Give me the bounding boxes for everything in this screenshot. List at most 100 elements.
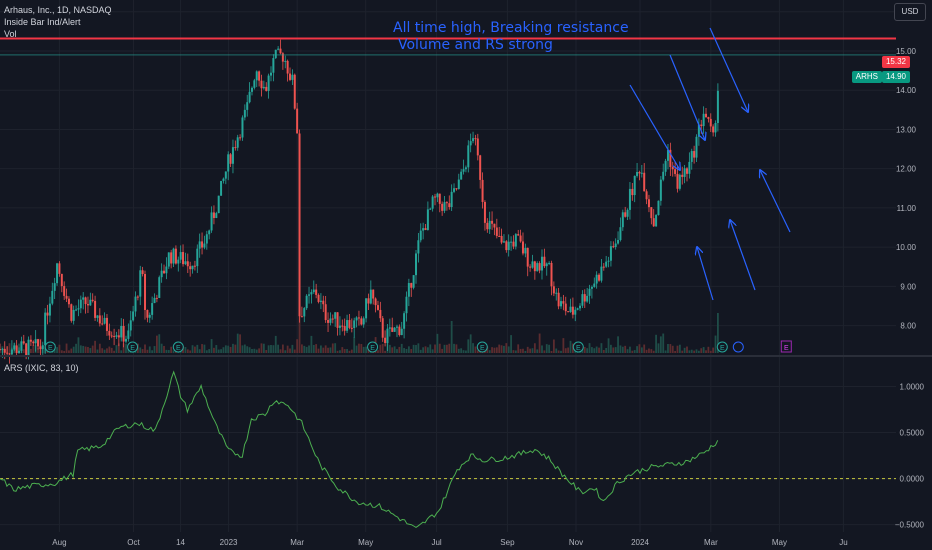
candle-body bbox=[626, 209, 629, 217]
volume-bar bbox=[165, 349, 168, 353]
volume-bar bbox=[533, 343, 536, 353]
volume-bar bbox=[707, 346, 710, 353]
volume-bar bbox=[58, 344, 61, 353]
rs-line-pane bbox=[0, 370, 896, 528]
candle-body bbox=[122, 325, 125, 342]
volume-bar bbox=[460, 348, 463, 353]
volume-bar bbox=[441, 348, 444, 353]
candle-body bbox=[398, 326, 401, 336]
volume-bar bbox=[267, 345, 270, 353]
volume-bar bbox=[172, 350, 175, 353]
candle-body bbox=[712, 126, 715, 133]
candle-body bbox=[590, 286, 593, 289]
volume-bar bbox=[379, 344, 382, 353]
candle-body bbox=[224, 171, 227, 179]
annotation-line-1: All time high, Breaking resistance bbox=[393, 20, 629, 36]
time-tick-label: 14 bbox=[176, 538, 185, 547]
candle-body bbox=[250, 87, 253, 92]
volume-bar bbox=[522, 348, 524, 353]
candle-body bbox=[37, 339, 40, 347]
candle-body bbox=[607, 260, 610, 262]
candle-body bbox=[146, 309, 149, 318]
candle-body bbox=[605, 261, 608, 267]
annotation-line-2: Volume and RS strong bbox=[398, 37, 553, 53]
candle-body bbox=[293, 74, 296, 109]
candle-body bbox=[141, 270, 144, 275]
candle-body bbox=[505, 241, 508, 251]
volume-bar bbox=[37, 348, 39, 353]
candle-body bbox=[372, 289, 375, 299]
volume-bar bbox=[648, 348, 650, 353]
candle-body bbox=[286, 60, 289, 74]
volume-bar bbox=[308, 345, 310, 353]
candle-body bbox=[115, 335, 118, 337]
candle-body bbox=[581, 294, 584, 306]
candle-body bbox=[281, 53, 284, 62]
volume-bar bbox=[293, 349, 296, 353]
volume-bar bbox=[0, 349, 1, 353]
candle-body bbox=[538, 263, 541, 271]
volume-bar bbox=[550, 350, 553, 353]
candle-body bbox=[255, 71, 258, 81]
volume-bar bbox=[591, 347, 593, 353]
candle-body bbox=[120, 325, 123, 338]
volume-bar bbox=[205, 350, 208, 353]
candle-body bbox=[227, 154, 230, 172]
candle-body bbox=[707, 117, 710, 119]
candle-body bbox=[246, 102, 249, 110]
candle-body bbox=[412, 275, 415, 288]
volume-bar bbox=[348, 350, 351, 353]
volume-bar bbox=[350, 349, 353, 353]
candle-body bbox=[614, 243, 617, 248]
rs-series-line bbox=[0, 370, 719, 528]
candle-body bbox=[39, 346, 42, 350]
volume-bar bbox=[251, 348, 253, 353]
candle-body bbox=[243, 109, 246, 118]
volume-bar bbox=[512, 350, 515, 353]
resistance-price-tag: 15.32 bbox=[881, 56, 910, 68]
volume-bar bbox=[227, 345, 230, 353]
volume-bar bbox=[94, 340, 96, 353]
earnings-marker-label: E bbox=[720, 345, 725, 352]
candle-body bbox=[662, 171, 665, 180]
symbol-legend[interactable]: Arhaus, Inc., 1D, NASDAQ bbox=[4, 5, 112, 15]
volume-bar bbox=[624, 345, 627, 353]
candle-body bbox=[170, 252, 173, 264]
currency-button[interactable]: USD bbox=[894, 3, 926, 21]
volume-bar bbox=[474, 346, 477, 353]
candle-body bbox=[453, 188, 456, 192]
trend-arrows bbox=[629, 27, 791, 301]
volume-bar bbox=[103, 349, 106, 353]
volume-bar bbox=[636, 346, 638, 353]
volume-bar bbox=[355, 345, 358, 353]
volume-bar bbox=[617, 336, 619, 353]
time-tick-label: Aug bbox=[52, 538, 66, 547]
volume-bar bbox=[186, 349, 189, 353]
volume-bar bbox=[412, 344, 415, 353]
candle-body bbox=[108, 330, 111, 336]
volume-bar bbox=[695, 349, 698, 353]
candle-body bbox=[407, 283, 410, 297]
volume-bar bbox=[607, 338, 610, 353]
indicator-legend[interactable]: Inside Bar Ind/Alert bbox=[4, 17, 81, 27]
rs-legend[interactable]: ARS (IXIC, 83, 10) bbox=[4, 363, 79, 373]
volume-bar bbox=[32, 344, 35, 353]
candle-body bbox=[25, 343, 28, 356]
candle-body bbox=[669, 149, 672, 168]
trend-arrow bbox=[629, 84, 680, 170]
candle-body bbox=[312, 289, 315, 293]
volume-bar bbox=[583, 346, 586, 353]
candle-body bbox=[476, 138, 479, 156]
candle-body bbox=[53, 283, 56, 291]
candle-body bbox=[562, 301, 565, 304]
volume-bar bbox=[621, 346, 624, 353]
candle-body bbox=[386, 328, 389, 344]
volume-bar bbox=[529, 348, 532, 353]
candle-body bbox=[579, 305, 582, 309]
volume-bar bbox=[331, 343, 334, 353]
volume-legend[interactable]: Vol bbox=[4, 29, 17, 39]
volume-bar bbox=[341, 347, 344, 353]
volume-bar bbox=[303, 345, 306, 353]
volume-bar bbox=[239, 334, 241, 353]
volume-bar bbox=[253, 348, 256, 353]
